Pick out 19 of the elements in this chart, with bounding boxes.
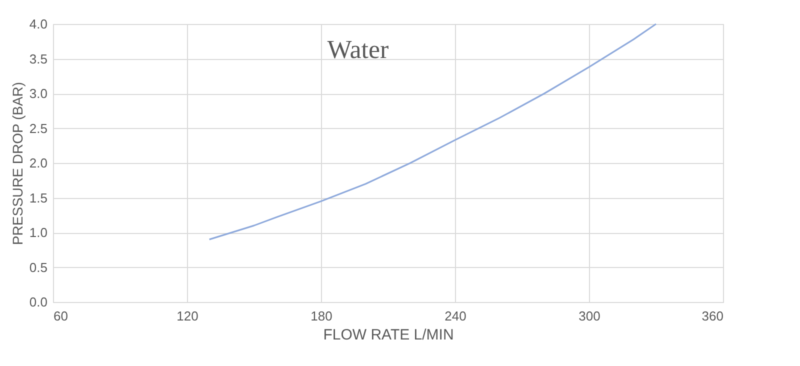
y-tick-label: 2.0 bbox=[29, 156, 48, 170]
x-axis-title: FLOW RATE L/MIN bbox=[323, 326, 454, 344]
x-tick-label: 60 bbox=[54, 308, 68, 324]
x-tick-label: 360 bbox=[702, 308, 724, 324]
y-tick-label: 4.0 bbox=[29, 16, 48, 32]
x-tick-label: 180 bbox=[310, 308, 332, 324]
chart-title: Water bbox=[327, 35, 390, 64]
y-tick-label: 0.5 bbox=[29, 260, 48, 275]
x-tick-label: 240 bbox=[444, 308, 466, 324]
y-tick-label: 1.5 bbox=[29, 190, 48, 206]
y-tick-label: 3.0 bbox=[29, 86, 48, 101]
y-tick-label: 2.5 bbox=[29, 120, 48, 136]
y-tick-label: 1.0 bbox=[29, 225, 48, 240]
x-tick-label: 300 bbox=[578, 308, 600, 324]
y-axis-title: PRESSURE DROP (BAR) bbox=[9, 82, 26, 246]
y-tick-label: 0.0 bbox=[29, 294, 48, 310]
line-series bbox=[208, 23, 657, 240]
x-tick-label: 120 bbox=[176, 308, 198, 324]
y-tick-label: 3.5 bbox=[29, 51, 48, 66]
